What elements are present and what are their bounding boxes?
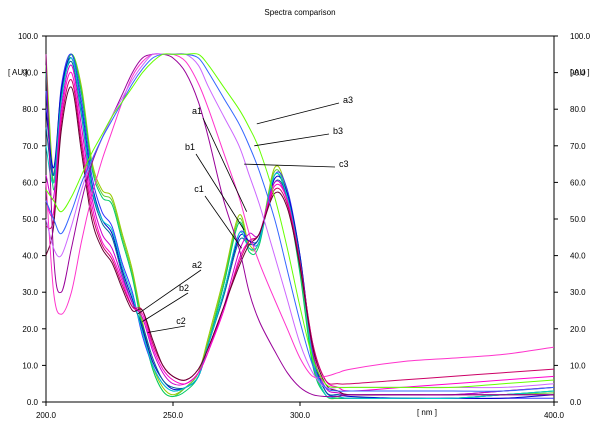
annotation-leader-a2 — [137, 269, 202, 315]
y-tick-label-left: 50.0 — [22, 215, 38, 224]
y-tick-label-right: 80.0 — [570, 105, 586, 114]
y-tick-label-left: 10.0 — [22, 361, 38, 370]
spectrum-line-9 — [45, 71, 555, 392]
y-tick-label-left: 0.0 — [27, 398, 39, 407]
annotation-label-a1: a1 — [192, 106, 202, 116]
y-tick-label-right: 30.0 — [570, 288, 586, 297]
annotation-leader-c3 — [244, 163, 336, 168]
annotation-label-c2: c2 — [176, 316, 186, 326]
annotation-leader-c1 — [204, 195, 242, 249]
y-tick-label-right: 0.0 — [570, 398, 582, 407]
annotation-label-c3: c3 — [339, 159, 349, 169]
spectrum-line-12 — [45, 53, 554, 398]
annotation-label-b3: b3 — [333, 126, 343, 136]
y-tick-label-right: 40.0 — [570, 252, 586, 261]
annotation-label-a2: a2 — [192, 260, 202, 270]
y-tick-label-left: 70.0 — [22, 142, 38, 151]
y-tick-label-right: 90.0 — [570, 69, 586, 78]
y-tick-label-left: 20.0 — [22, 325, 38, 334]
annotation-layer: a1 b1 c1 a2 b2 c2 a3 b3 c3 — [137, 95, 353, 333]
annotation-leader-c2 — [147, 325, 186, 333]
annotation-label-b1: b1 — [185, 142, 195, 152]
y-tick-label-left: 30.0 — [22, 288, 38, 297]
spectrum-line-11 — [45, 86, 554, 396]
y-axis-label-right: [ AU ] — [570, 68, 590, 77]
y-tick-label-right: 20.0 — [570, 325, 586, 334]
y-tick-label-right: 70.0 — [570, 142, 586, 151]
x-axis-label: [ nm ] — [417, 408, 437, 417]
spectrum-line-15 — [45, 53, 555, 392]
annotation-label-b2: b2 — [179, 283, 189, 293]
y-tick-label-left: 90.0 — [22, 69, 38, 78]
annotation-leader-a3 — [256, 102, 340, 125]
y-ticks-left: 0.0 10.0 20.0 30.0 40.0 50.0 60.0 70.0 80.0 90.0 1… — [18, 32, 46, 407]
annotation-leader-a1 — [202, 117, 248, 212]
plot-frame — [45, 35, 555, 403]
x-tick-label: 400.0 — [544, 411, 565, 420]
x-tick-label: 200.0 — [36, 411, 57, 420]
annotation-leader-b3 — [254, 133, 330, 147]
annotation-leader-b2 — [142, 292, 189, 322]
spectrum-line-13 — [45, 53, 555, 379]
chart-title: Spectra comparison — [264, 8, 335, 17]
y-tick-label-right: 100.0 — [570, 32, 591, 41]
y-tick-label-right: 60.0 — [570, 178, 586, 187]
y-tick-label-left: 60.0 — [22, 178, 38, 187]
annotation-label-c1: c1 — [194, 184, 204, 194]
annotation-leader-b1 — [195, 153, 245, 231]
x-tick-label: 250.0 — [163, 411, 184, 420]
y-axis-label-left: [ AU ] — [8, 68, 28, 77]
x-tick-label: 300.0 — [290, 411, 311, 420]
y-tick-label-left: 40.0 — [22, 252, 38, 261]
y-tick-label-left: 100.0 — [18, 32, 39, 41]
annotation-label-a3: a3 — [343, 95, 353, 105]
spectrum-line-16 — [45, 53, 555, 389]
x-ticks: 200.0 250.0 300.0 400.0 — [36, 402, 565, 420]
y-ticks-right: 0.0 10.0 20.0 30.0 40.0 50.0 60.0 70.0 80.0 90.0 1… — [554, 32, 591, 407]
y-tick-label-right: 50.0 — [570, 215, 586, 224]
series-layer — [45, 53, 555, 400]
y-tick-label-right: 10.0 — [570, 361, 586, 370]
y-tick-label-left: 80.0 — [22, 105, 38, 114]
